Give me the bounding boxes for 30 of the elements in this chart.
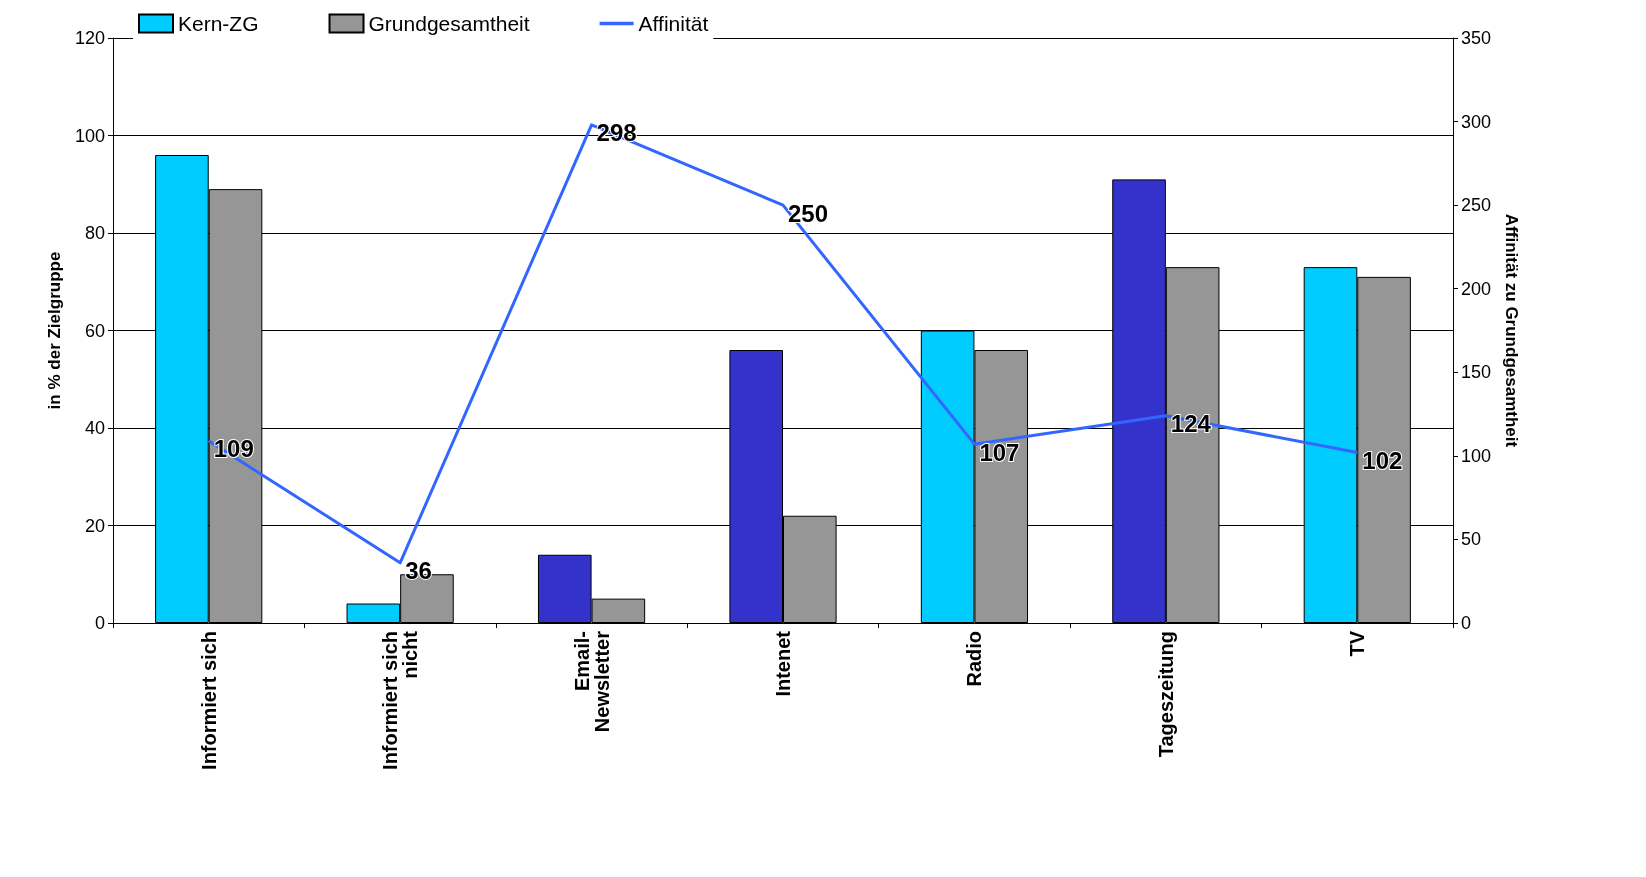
legend-label: Affinität [638, 12, 709, 35]
data-label: 250 [788, 199, 829, 227]
y2-tick-label: 200 [1461, 278, 1492, 299]
y2-tick-label: 250 [1461, 195, 1492, 216]
y-tick-label: 40 [84, 418, 105, 438]
y2-tick-label: 150 [1461, 362, 1492, 383]
x-tick-label: Informiert sich nicht [379, 630, 422, 770]
y-tick-label: 60 [84, 320, 105, 341]
y-tick-label: 120 [74, 28, 105, 48]
y2-axis-title: Affinität zu Grundgesamtheit [1502, 213, 1521, 448]
legend-label: Grundgesamtheit [368, 12, 530, 35]
data-label: 102 [1362, 447, 1403, 475]
data-label: 107 [979, 438, 1020, 466]
y2-tick-label: 300 [1461, 111, 1492, 132]
y-tick-label: 100 [74, 125, 105, 146]
x-tick-label: Intenet [772, 630, 794, 697]
y-tick-label: 80 [84, 223, 105, 243]
y-axis-title: in % der Zielgruppe [45, 251, 64, 410]
y-tick-label: 0 [94, 613, 105, 633]
x-tick-label: Radio [963, 631, 986, 687]
x-tick-label: Informiert sich [197, 631, 220, 770]
y2-tick-label: 350 [1461, 28, 1492, 48]
legend-label: Kern-ZG [178, 12, 259, 35]
y2-tick-label: 0 [1461, 613, 1472, 633]
y2-tick-label: 100 [1461, 445, 1492, 466]
y-tick-label: 20 [84, 515, 105, 536]
x-tick-label: Tageszeitung [1154, 631, 1177, 758]
x-tick-label: Email-Newsletter [570, 630, 613, 733]
y2-tick-label: 50 [1461, 529, 1482, 550]
x-tick-label: TV [1346, 630, 1369, 657]
